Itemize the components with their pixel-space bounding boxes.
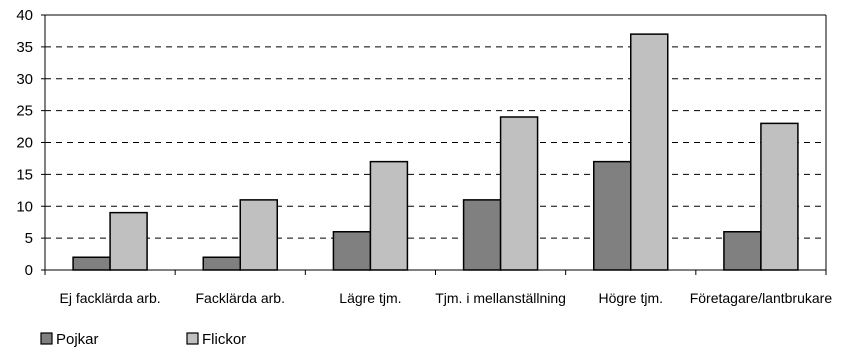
legend-label: Pojkar [56,331,99,348]
x-tick-label: Företagare/lantbrukare [690,290,833,306]
y-tick-label: 10 [16,198,33,215]
y-tick-label: 15 [16,166,33,183]
y-tick-label: 5 [25,230,33,247]
bars [72,33,799,271]
bar-flickor [239,199,278,271]
axes [41,14,827,275]
y-tick-label: 0 [25,262,33,279]
legend-label: Flickor [202,331,246,348]
x-tick-label: Facklärda arb. [196,290,285,306]
bar-pojkar [202,256,241,271]
x-tick-label: Ej facklärda arb. [59,290,160,306]
x-tick-label: Högre tjm. [598,290,663,306]
bar-pojkar [593,160,632,271]
y-tick-label: 35 [16,39,33,56]
bar-pojkar [723,231,762,271]
bar-flickor [109,211,148,271]
bar-pojkar [462,199,502,271]
x-tick-label: Lägre tjm. [339,290,401,306]
x-tick-label: Tjm. i mellanställning [435,290,566,306]
bar-flickor [630,33,669,271]
legend-swatch [40,332,53,345]
legend-swatch [186,332,199,345]
bar-flickor [369,160,409,271]
y-tick-label: 25 [16,103,33,120]
y-tick-labels: 0 5 10 15 20 25 30 35 40 [16,7,33,279]
bar-flickor [499,116,539,271]
y-tick-label: 30 [16,71,33,88]
y-tick-label: 40 [16,7,33,24]
x-tick-labels: Ej facklärda arb. Facklärda arb. Lägre tjm… [59,290,832,306]
bar-pojkar [72,256,111,271]
y-tick-label: 20 [16,135,33,152]
bar-pojkar [332,231,372,271]
bar-flickor [760,122,799,271]
gridlines [45,46,826,239]
legend: Pojkar Flickor [40,331,246,348]
